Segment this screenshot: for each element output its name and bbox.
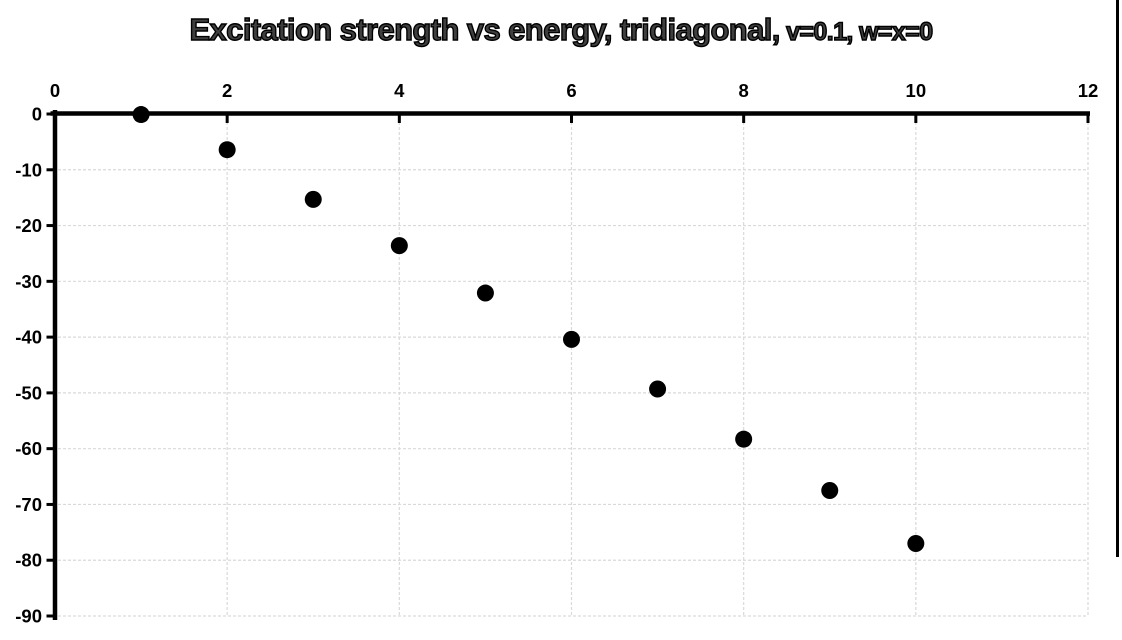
data-point-8 bbox=[735, 430, 753, 448]
y-tick-label: -90 bbox=[15, 606, 42, 627]
x-tick-label: 6 bbox=[566, 80, 576, 101]
y-tick-label: -50 bbox=[15, 382, 42, 403]
y-tick-label: 0 bbox=[32, 104, 42, 125]
chart-title-main: Excitation strength vs energy, tridiagon… bbox=[189, 12, 781, 48]
right-edge-line bbox=[1116, 0, 1119, 557]
data-point-3 bbox=[304, 190, 322, 208]
data-point-6 bbox=[563, 330, 580, 348]
chart-title-suffix: v=0.1, w=x=0 bbox=[779, 18, 933, 47]
x-tick-label: 10 bbox=[906, 80, 927, 101]
x-tick-label: 12 bbox=[1078, 80, 1099, 101]
data-point-9 bbox=[821, 482, 839, 499]
data-point-10 bbox=[907, 534, 925, 552]
y-tick-label: -20 bbox=[15, 215, 42, 236]
x-tick-label: 8 bbox=[739, 80, 749, 101]
data-point-2 bbox=[218, 141, 236, 159]
x-tick-label: 4 bbox=[394, 80, 405, 101]
y-tick-label: -60 bbox=[15, 438, 42, 459]
x-tick-label: 2 bbox=[222, 80, 232, 101]
y-tick-label: -10 bbox=[15, 159, 42, 180]
data-point-5 bbox=[476, 284, 494, 302]
y-tick-label: -40 bbox=[15, 327, 42, 348]
chart-title: Excitation strength vs energy, tridiagon… bbox=[0, 12, 1122, 48]
y-tick-label: -70 bbox=[15, 494, 42, 515]
y-tick-label: -80 bbox=[15, 550, 42, 571]
x-tick-label: 0 bbox=[50, 80, 60, 101]
data-point-7 bbox=[649, 380, 667, 398]
data-point-1 bbox=[132, 106, 150, 124]
y-tick-label: -30 bbox=[15, 271, 42, 292]
data-point-4 bbox=[390, 237, 408, 255]
